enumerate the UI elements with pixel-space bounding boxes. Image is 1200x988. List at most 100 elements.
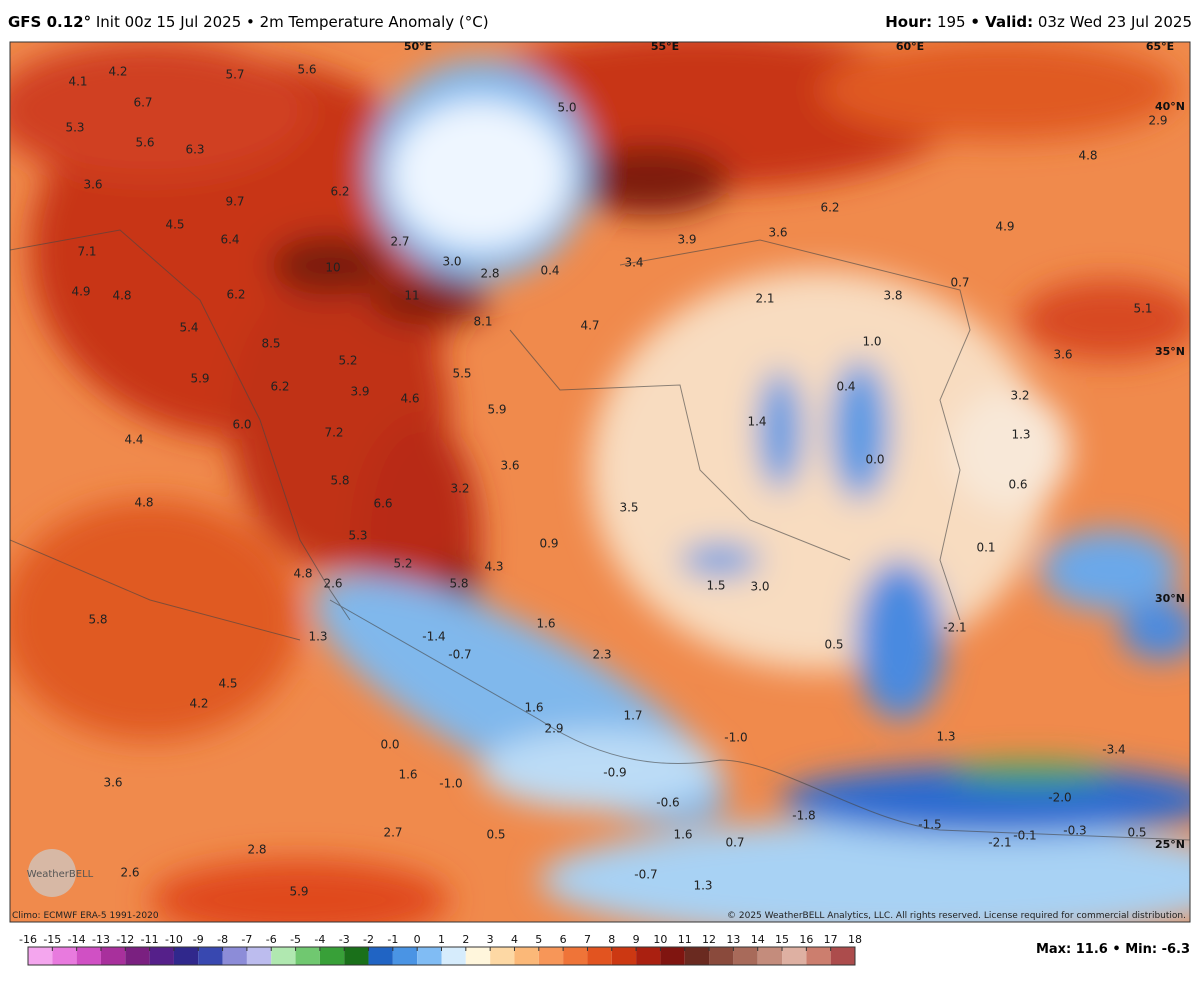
- colorbar-tick-label: 0: [414, 933, 421, 946]
- model: GFS 0.12°: [8, 13, 91, 31]
- colorbar-swatch: [344, 947, 369, 965]
- grid-label: 60°E: [896, 40, 924, 53]
- anomaly-label: 0.5: [824, 638, 843, 652]
- anomaly-label: 3.5: [619, 501, 638, 515]
- anomaly-label: -2.1: [988, 836, 1011, 850]
- anomaly-label: 5.8: [330, 474, 349, 488]
- anomaly-label: 1.6: [673, 828, 692, 842]
- anomaly-label: 8.5: [261, 337, 280, 351]
- colorbar-swatch: [538, 947, 564, 965]
- colorbar-swatch: [149, 947, 174, 965]
- anomaly-label: 3.8: [883, 289, 902, 303]
- anomaly-label: 2.7: [390, 235, 409, 249]
- colorbar-swatch: [636, 947, 661, 965]
- anomaly-label: -1.4: [422, 630, 445, 644]
- anomaly-label: 5.6: [135, 136, 154, 150]
- colorbar-swatch: [52, 947, 77, 965]
- logo: WeatherBELL: [27, 869, 94, 880]
- colorbar-tick-label: 12: [702, 933, 716, 946]
- grid-label: 30°N: [1155, 592, 1185, 605]
- anomaly-label: 4.3: [484, 560, 503, 574]
- grid-label: 55°E: [651, 40, 679, 53]
- colorbar-tick-label: 18: [848, 933, 862, 946]
- anomaly-label: 3.2: [1010, 389, 1029, 403]
- anomaly-label: 5.1: [1133, 302, 1152, 316]
- colorbar-tick-label: 17: [824, 933, 838, 946]
- anomaly-label: 4.2: [189, 697, 208, 711]
- anomaly-label: -1.0: [724, 731, 747, 745]
- colorbar-swatch: [587, 947, 612, 965]
- valid-label: • Valid:: [970, 13, 1033, 31]
- anomaly-label: 3.4: [624, 256, 643, 270]
- anomaly-label: 0.0: [380, 738, 399, 752]
- colorbar-tick-label: 5: [535, 933, 542, 946]
- anomaly-label: 0.0: [865, 453, 884, 467]
- anomaly-label: 3.6: [1053, 348, 1072, 362]
- colorbar-swatch: [441, 947, 466, 965]
- anomaly-label: 8.1: [473, 315, 492, 329]
- anomaly-label: 1.3: [693, 879, 712, 893]
- anomaly-label: 0.5: [486, 828, 505, 842]
- colorbar-tick-label: -7: [241, 933, 252, 946]
- anomaly-label: 4.2: [108, 65, 127, 79]
- colorbar-tick-label: 4: [511, 933, 518, 946]
- colorbar-swatch: [295, 947, 320, 965]
- anomaly-label: 5.3: [65, 121, 84, 135]
- anomaly-label: 9.7: [225, 195, 244, 209]
- colorbar-swatch: [757, 947, 783, 965]
- climo-note: Climo: ECMWF ERA-5 1991-2020: [12, 911, 159, 921]
- colorbar-tick-label: 16: [799, 933, 813, 946]
- anomaly-label: 1.0: [862, 335, 881, 349]
- valid: 03z Wed 23 Jul 2025: [1038, 13, 1192, 31]
- anomaly-label: 3.9: [350, 385, 369, 399]
- colorbar-tick-label: -1: [387, 933, 398, 946]
- anomaly-label: -2.1: [943, 621, 966, 635]
- anomaly-label: 1.6: [536, 617, 555, 631]
- hour-label: Hour:: [885, 13, 932, 31]
- grid-label: 65°E: [1146, 40, 1174, 53]
- anomaly-field: [10, 42, 1190, 922]
- anomaly-label: -0.1: [1013, 829, 1036, 843]
- anomaly-label: 3.2: [450, 482, 469, 496]
- anomaly-label: 2.8: [247, 843, 266, 857]
- colorbar-swatch: [417, 947, 442, 965]
- anomaly-label: 2.6: [323, 577, 342, 591]
- colorbar-tick-label: 15: [775, 933, 789, 946]
- anomaly-label: 4.9: [995, 220, 1014, 234]
- anomaly-label: 1.3: [936, 730, 955, 744]
- anomaly-label: 7.2: [324, 426, 343, 440]
- max-min: Max: 11.6 • Min: -6.3: [1036, 942, 1190, 957]
- colorbar-tick-label: -13: [92, 933, 110, 946]
- anomaly-label: 6.2: [270, 380, 289, 394]
- logo-badge: [28, 849, 76, 897]
- colorbar-swatch: [28, 947, 53, 965]
- anomaly-label: 0.7: [725, 836, 744, 850]
- anomaly-label: 1.7: [623, 709, 642, 723]
- colorbar-swatch: [514, 947, 539, 965]
- header-right: Hour: 195 • Valid: 03z Wed 23 Jul 2025: [885, 13, 1192, 31]
- colorbar-tick-label: 8: [608, 933, 615, 946]
- colorbar-tick-label: -4: [314, 933, 325, 946]
- anomaly-label: 10: [325, 261, 340, 275]
- colorbar-tick-label: -16: [19, 933, 37, 946]
- anomaly-label: 4.4: [124, 433, 143, 447]
- anomaly-label: 4.8: [112, 289, 131, 303]
- colorbar-swatch: [392, 947, 418, 965]
- colorbar-tick-label: -5: [290, 933, 301, 946]
- anomaly-label: 5.0: [557, 101, 576, 115]
- anomaly-label: 5.8: [449, 577, 468, 591]
- anomaly-label: -1.5: [918, 818, 941, 832]
- anomaly-label: 3.6: [103, 776, 122, 790]
- anomaly-label: 3.0: [750, 580, 769, 594]
- anomaly-label: 0.6: [1008, 478, 1027, 492]
- anomaly-label: 6.2: [330, 185, 349, 199]
- colorbar-tick-label: -15: [43, 933, 61, 946]
- anomaly-label: 5.7: [225, 68, 244, 82]
- colorbar-tick-label: 13: [726, 933, 740, 946]
- anomaly-label: 1.6: [524, 701, 543, 715]
- colorbar-swatch: [806, 947, 831, 965]
- anomaly-label: 2.3: [592, 648, 611, 662]
- colorbar-swatch: [76, 947, 101, 965]
- anomaly-label: 11: [404, 289, 419, 303]
